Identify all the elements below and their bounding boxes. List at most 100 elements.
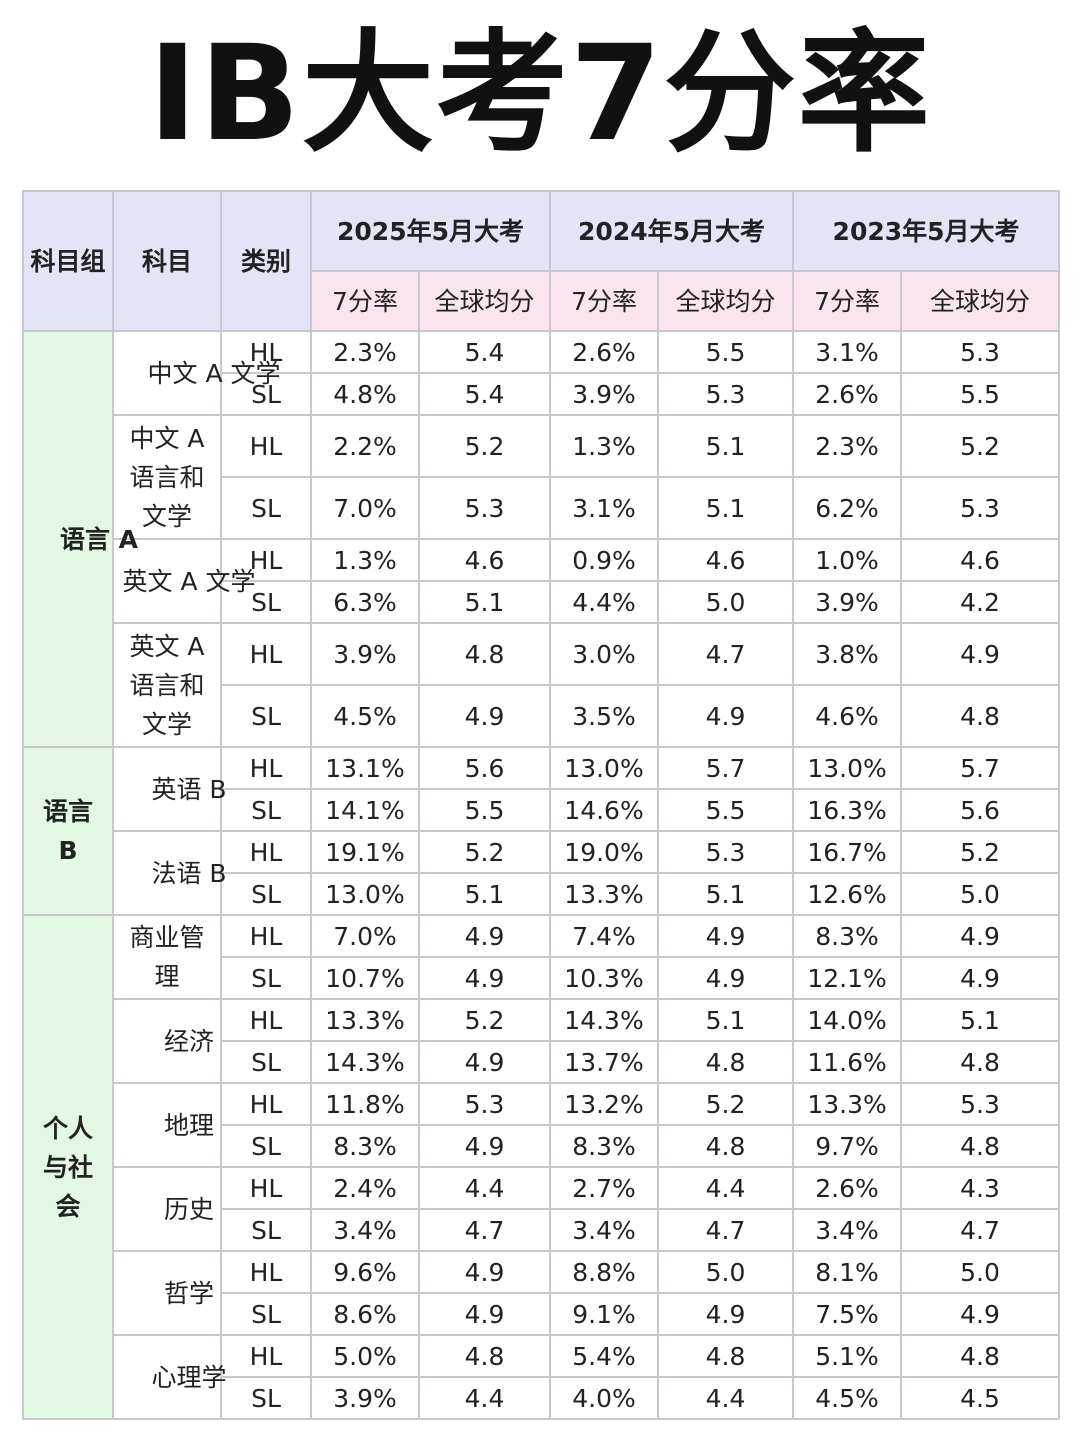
avg-cell: 4.8 [900, 1040, 1061, 1084]
subject-label: 商业管理 [129, 923, 205, 991]
level-cell: SL [220, 1124, 312, 1168]
level-cell: SL [220, 684, 312, 748]
rate-cell: 9.7% [792, 1124, 903, 1168]
rate-cell: 2.4% [310, 1166, 420, 1210]
subject-cell: 商业管理 [112, 914, 222, 1000]
avg-cell: 5.3 [657, 830, 795, 874]
rate-cell: 3.0% [549, 622, 660, 686]
table-row: 英文 A 语言和文学 HL 3.9% 4.8 3.0% 4.7 3.8% 4.9 [23, 622, 1061, 748]
subject-cell: 历史 [112, 1166, 222, 1252]
subject-label: 哲学 [163, 1278, 214, 1308]
level-cell: HL [220, 1250, 312, 1294]
avg-cell: 4.9 [657, 1292, 795, 1336]
table-row: SL 7.0% 5.3 3.1% 5.1 6.2% 5.3 [23, 476, 1061, 540]
table-row: SL 6.3% 5.1 4.4% 5.0 3.9% 4.2 [23, 580, 1061, 624]
header-subject: 科目 [112, 190, 222, 332]
rate-cell: 8.3% [310, 1124, 420, 1168]
rate-cell: 0.9% [549, 538, 660, 582]
subject-label: 中文 A 语言和文学 [129, 423, 205, 531]
rate-cell: 2.6% [792, 1166, 903, 1210]
avg-cell: 5.3 [417, 476, 552, 540]
rate-cell: 9.1% [549, 1292, 660, 1336]
level-cell: SL [220, 956, 312, 1000]
rate-cell: 2.6% [549, 330, 660, 374]
subject-label: 历史 [163, 1194, 214, 1224]
header-year-2023: 2023年5月大考 [792, 190, 1061, 272]
rate-cell: 12.6% [792, 872, 903, 916]
subject-label: 英文 A 语言和文学 [129, 631, 205, 739]
table-row: SL 8.3% 4.9 8.3% 4.8 9.7% 4.8 [23, 1124, 1061, 1168]
avg-cell: 5.2 [657, 1082, 795, 1126]
avg-cell: 4.4 [417, 1376, 552, 1420]
avg-cell: 4.6 [417, 538, 552, 582]
subject-label: 心理学 [151, 1362, 227, 1392]
avg-cell: 5.4 [417, 372, 552, 416]
header-group: 科目组 [22, 190, 114, 332]
group-cell: 个人与社会 [22, 914, 114, 1420]
header-avg: 全球均分 [900, 270, 1061, 332]
table-row: SL 4.8% 5.4 3.9% 5.3 2.6% 5.5 [23, 372, 1061, 416]
avg-cell: 4.2 [900, 580, 1061, 624]
avg-cell: 4.9 [417, 1040, 552, 1084]
rate-cell: 7.5% [792, 1292, 903, 1336]
avg-cell: 4.7 [657, 1208, 795, 1252]
rate-cell: 11.6% [792, 1040, 903, 1084]
rate-cell: 8.1% [792, 1250, 903, 1294]
avg-cell: 5.3 [657, 372, 795, 416]
level-cell: SL [220, 476, 312, 540]
avg-cell: 5.1 [900, 998, 1061, 1042]
avg-cell: 5.1 [417, 872, 552, 916]
avg-cell: 5.3 [900, 1082, 1061, 1126]
rate-cell: 4.5% [310, 684, 420, 748]
rate-cell: 2.3% [310, 330, 420, 374]
level-cell: HL [220, 1334, 312, 1378]
rate-cell: 6.2% [792, 476, 903, 540]
rate-cell: 14.3% [549, 998, 660, 1042]
group-cell: 语言 B [22, 746, 114, 916]
level-cell: HL [220, 1082, 312, 1126]
rate-cell: 14.6% [549, 788, 660, 832]
table-row: SL 13.0% 5.1 13.3% 5.1 12.6% 5.0 [23, 872, 1061, 916]
avg-cell: 5.3 [900, 330, 1061, 374]
rate-cell: 8.6% [310, 1292, 420, 1336]
avg-cell: 5.7 [900, 746, 1061, 790]
subject-label: 英文 A 文学 [122, 566, 256, 596]
rate-cell: 6.3% [310, 580, 420, 624]
table-row: 地理 HL 11.8% 5.3 13.2% 5.2 13.3% 5.3 [23, 1082, 1061, 1168]
subject-label: 英语 B [151, 774, 227, 804]
rate-cell: 4.0% [549, 1376, 660, 1420]
level-cell: HL [220, 1166, 312, 1210]
rate-cell: 16.7% [792, 830, 903, 874]
table-row: SL 4.5% 4.9 3.5% 4.9 4.6% 4.8 [23, 684, 1061, 748]
header-level: 类别 [220, 190, 312, 332]
table-row: 心理学 HL 5.0% 4.8 5.4% 4.8 5.1% 4.8 [23, 1334, 1061, 1420]
level-cell: HL [220, 414, 312, 478]
rate-cell: 13.1% [310, 746, 420, 790]
avg-cell: 4.4 [417, 1166, 552, 1210]
subject-cell: 法语 B [112, 830, 227, 916]
avg-cell: 4.9 [900, 914, 1061, 958]
avg-cell: 5.1 [657, 476, 795, 540]
rate-cell: 3.1% [549, 476, 660, 540]
rate-cell: 13.7% [549, 1040, 660, 1084]
rate-cell: 3.4% [549, 1208, 660, 1252]
avg-cell: 4.9 [657, 956, 795, 1000]
avg-cell: 4.9 [900, 622, 1061, 686]
avg-cell: 4.7 [657, 622, 795, 686]
avg-cell: 4.4 [657, 1166, 795, 1210]
avg-cell: 5.2 [417, 998, 552, 1042]
avg-cell: 5.0 [900, 1250, 1061, 1294]
table-row: SL 10.7% 4.9 10.3% 4.9 12.1% 4.9 [23, 956, 1061, 1000]
avg-cell: 4.7 [900, 1208, 1061, 1252]
rate-cell: 8.8% [549, 1250, 660, 1294]
subject-label: 经济 [163, 1026, 214, 1056]
rate-cell: 16.3% [792, 788, 903, 832]
table-row: 哲学 HL 9.6% 4.9 8.8% 5.0 8.1% 5.0 [23, 1250, 1061, 1336]
subject-label: 法语 B [151, 858, 227, 888]
level-cell: SL [220, 1292, 312, 1336]
rate-cell: 7.0% [310, 914, 420, 958]
table-row: SL 14.3% 4.9 13.7% 4.8 11.6% 4.8 [23, 1040, 1061, 1084]
rate-cell: 3.1% [792, 330, 903, 374]
header-year-2024: 2024年5月大考 [549, 190, 795, 272]
group-label: 语言 B [42, 797, 93, 865]
